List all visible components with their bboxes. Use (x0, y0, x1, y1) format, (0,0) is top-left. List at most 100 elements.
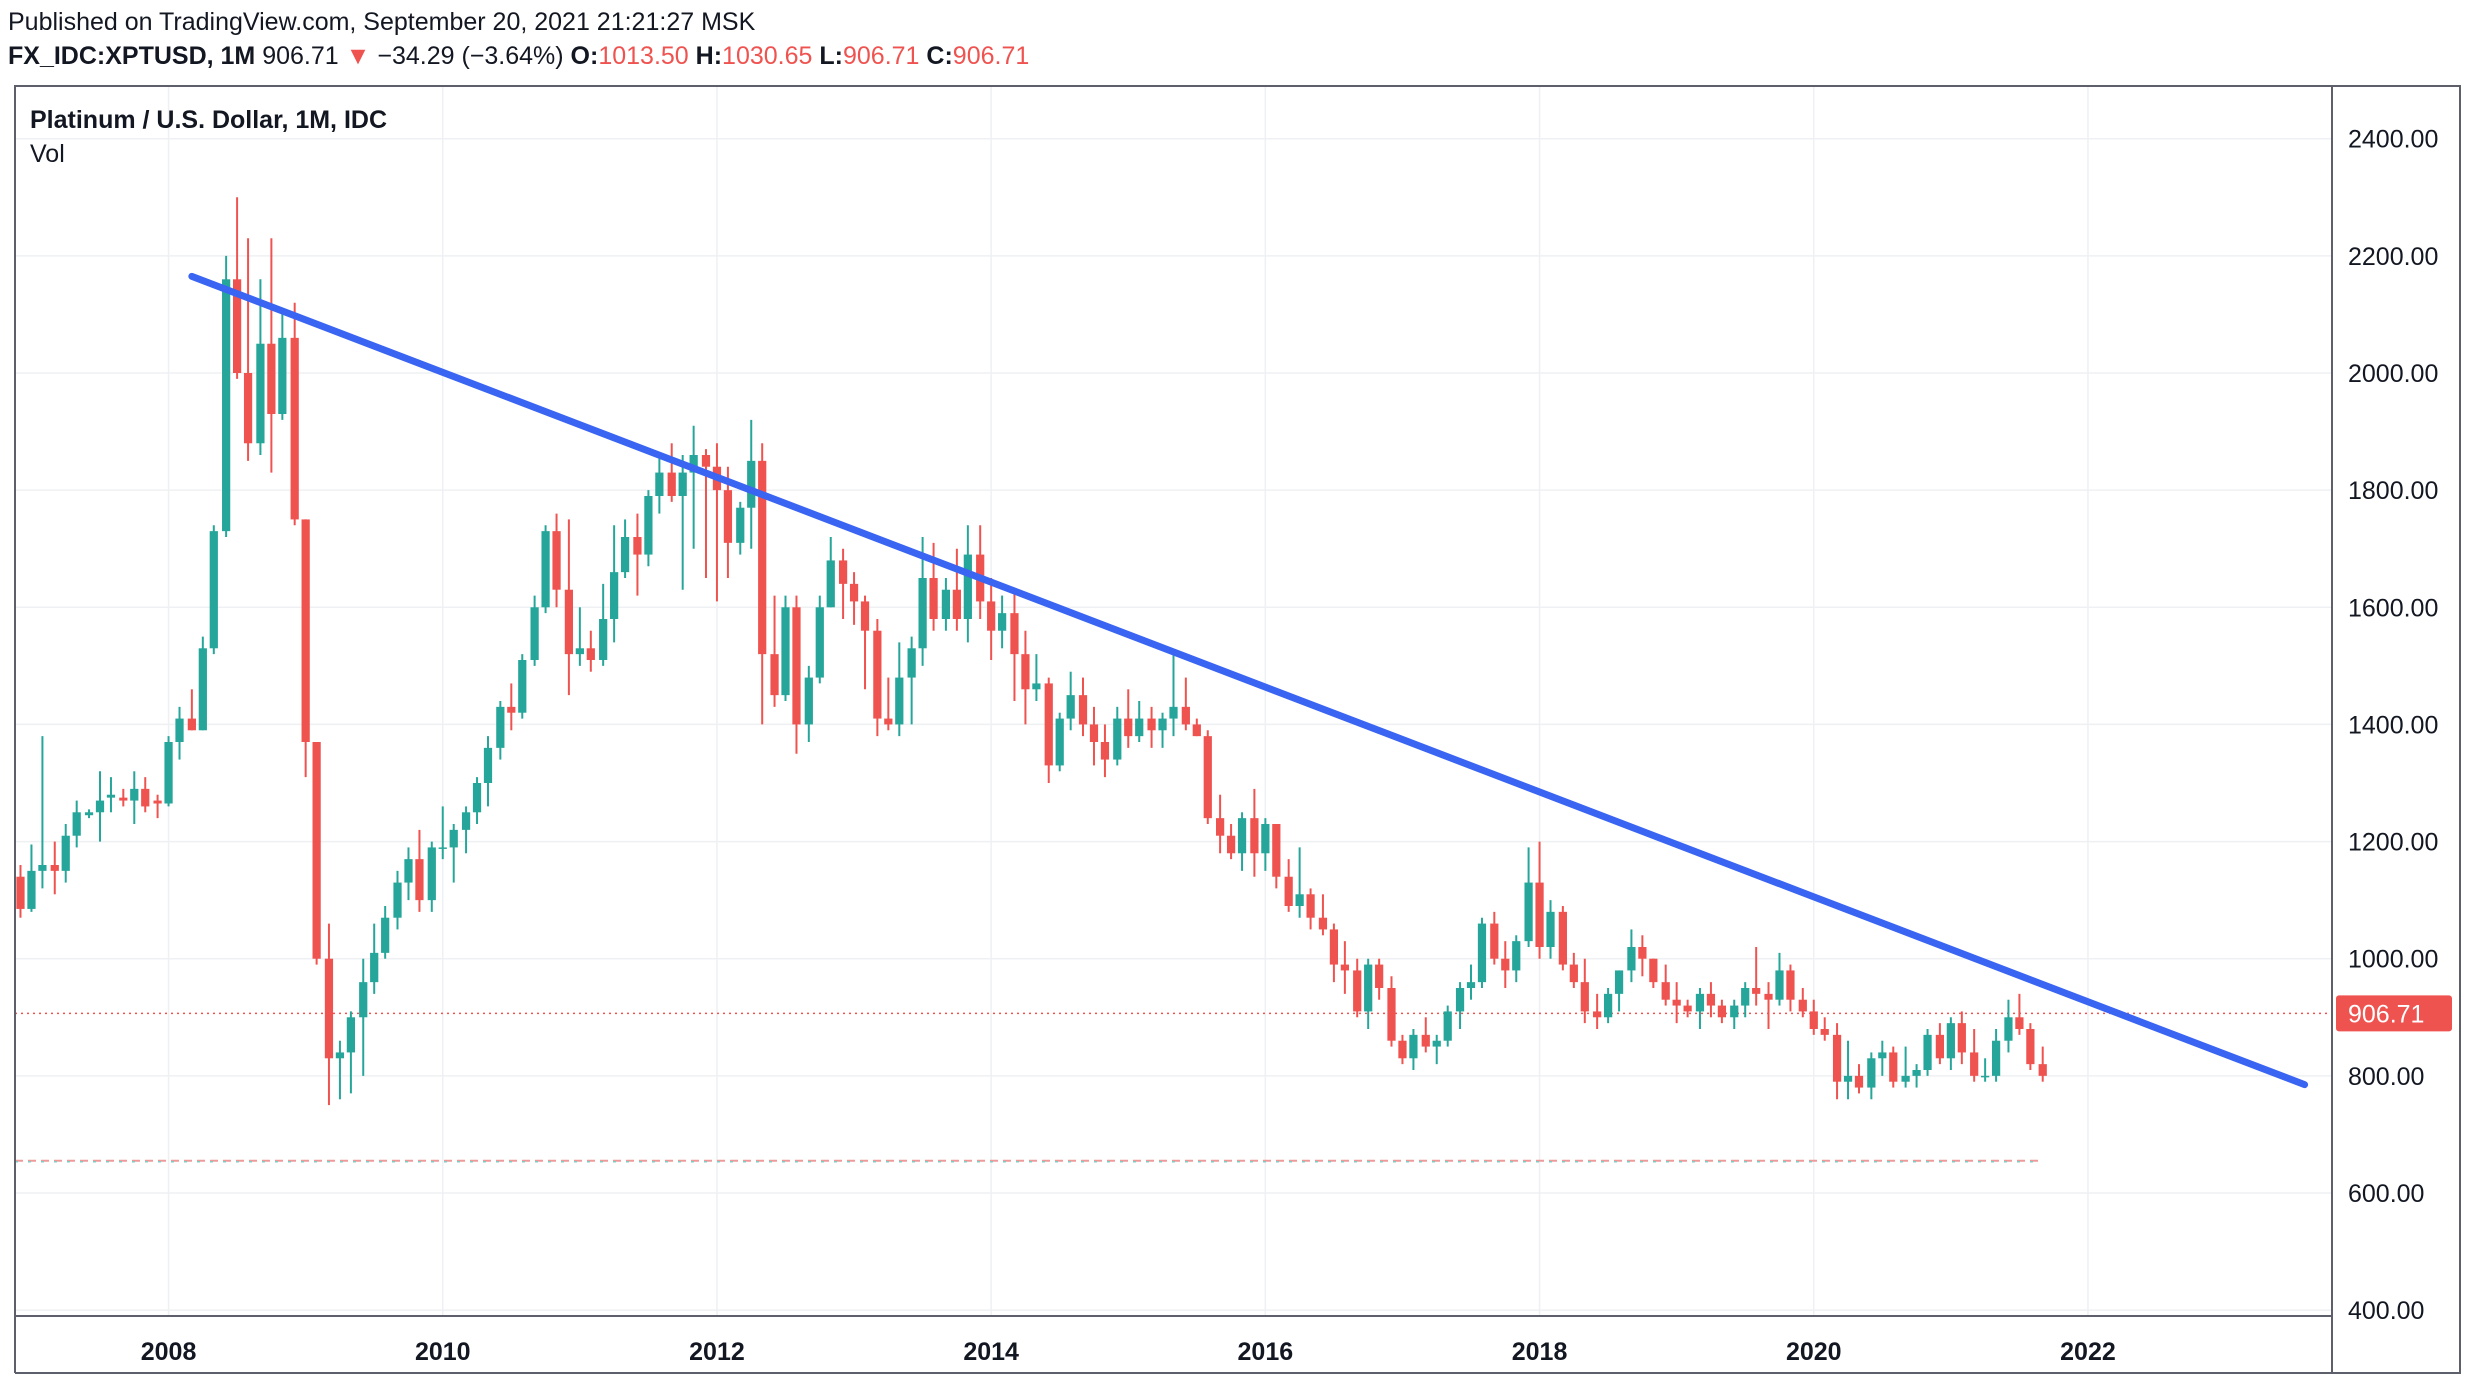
x-tick-label: 2008 (141, 1338, 197, 1366)
open-label: O: (570, 42, 599, 70)
candle-body (1501, 958, 1510, 971)
candle-body (1329, 929, 1339, 965)
close-value: 906.71 (952, 42, 1030, 70)
candle-body (860, 601, 870, 631)
candle-body (1775, 970, 1784, 1000)
trendlines (188, 272, 2309, 1089)
candle-body (633, 537, 642, 555)
y-tick-label: 2000.00 (2348, 360, 2438, 388)
candle-body (998, 613, 1007, 631)
candle-body (1558, 911, 1567, 965)
candle-body (187, 718, 196, 731)
candle-body (312, 742, 321, 959)
candle-body (1364, 964, 1373, 1012)
candle-body (130, 788, 139, 801)
x-tick-label: 2012 (689, 1338, 745, 1366)
candle-body (723, 490, 733, 543)
candle-body (1661, 982, 1670, 1000)
candle-body (1284, 876, 1293, 906)
candle-body (1889, 1052, 1898, 1082)
candle-body (278, 337, 287, 414)
candle-body (1546, 911, 1555, 947)
candle-body (781, 607, 790, 696)
candle-body (1603, 993, 1613, 1018)
candle-body (1786, 970, 1795, 1000)
x-tick-label: 2020 (1786, 1338, 1842, 1366)
y-tick-label: 800.00 (2348, 1063, 2424, 1091)
down-arrow-icon: ▼ (345, 42, 371, 70)
candle-body (232, 279, 242, 373)
candle-body (1226, 835, 1236, 854)
candle-body (50, 865, 59, 871)
candle-body (1593, 1011, 1602, 1018)
x-tick-label: 2022 (2060, 1338, 2116, 1366)
candle-body (907, 648, 916, 678)
candle-body (346, 1017, 356, 1053)
candle-body (804, 677, 813, 725)
candle-body (918, 578, 927, 649)
change-value: −34.29 (−3.64%) (377, 42, 564, 70)
candle-body (2004, 1017, 2013, 1041)
candle-body (1878, 1052, 1887, 1059)
candle-body (1695, 993, 1705, 1012)
low-value: 906.71 (842, 42, 920, 70)
candle-body (701, 455, 711, 467)
candle-body (1306, 894, 1315, 918)
candle-body (1717, 1005, 1727, 1018)
y-tick-label: 600.00 (2348, 1180, 2424, 1208)
candle-body (1867, 1058, 1876, 1088)
candle-body (1387, 988, 1396, 1041)
candle-body (507, 706, 516, 713)
candle-body (1261, 824, 1270, 854)
candle-body (1158, 718, 1167, 731)
candle-body (1216, 818, 1225, 836)
y-tick-label: 1200.00 (2348, 829, 2438, 857)
candle-body (1409, 1034, 1418, 1059)
candle-body (1683, 1005, 1692, 1012)
last-price-badge (2336, 995, 2452, 1032)
candle-body (472, 783, 482, 813)
candle-body (267, 343, 276, 414)
candle-body (16, 876, 25, 909)
candle-body (678, 472, 687, 496)
candle-body (27, 870, 36, 909)
candle-body (370, 952, 379, 983)
candle-body (209, 531, 218, 649)
high-value: 1030.65 (722, 42, 813, 70)
candle-body (518, 660, 527, 713)
x-tick-label: 2010 (415, 1338, 471, 1366)
candle-body (586, 648, 595, 660)
candle-body (1078, 695, 1088, 725)
candle-body (301, 519, 310, 742)
candle-body (1375, 964, 1384, 988)
candle-body (963, 554, 972, 619)
candle-body (222, 279, 231, 532)
candle-body (610, 572, 619, 619)
candle-body (153, 800, 162, 804)
candle-body (141, 788, 150, 807)
y-tick-label: 1000.00 (2348, 946, 2438, 974)
chart-legend-title: Platinum / U.S. Dollar, 1M, IDC (30, 106, 388, 134)
candle-body (747, 460, 756, 508)
candle-body (1809, 1011, 1818, 1029)
candle-body (655, 472, 664, 496)
high-label: H: (695, 42, 723, 70)
candle-body (1512, 941, 1521, 971)
chart-frame (14, 85, 2461, 1374)
open-value: 1013.50 (598, 42, 689, 70)
candle-body (438, 847, 447, 849)
candle-body (1055, 718, 1064, 766)
reference-lines (15, 1012, 2332, 1163)
ohlc-bar: FX_IDC:XPTUSD, 1M 906.71 ▼ −34.29 (−3.64… (8, 42, 1029, 71)
candle-body (1981, 1075, 1990, 1078)
candle-body (1730, 1005, 1739, 1018)
candle-body (826, 560, 835, 608)
candle-body (106, 794, 116, 798)
candle-body (1946, 1023, 1955, 1059)
candle-body (1466, 982, 1476, 988)
candle-body (324, 958, 334, 1059)
axes: 400.00 600.00 800.00 1000.00 1200.00 1400.00 1… (141, 126, 2452, 1366)
candle-body (1250, 818, 1259, 854)
chart-legend-volume: Vol (30, 140, 65, 168)
